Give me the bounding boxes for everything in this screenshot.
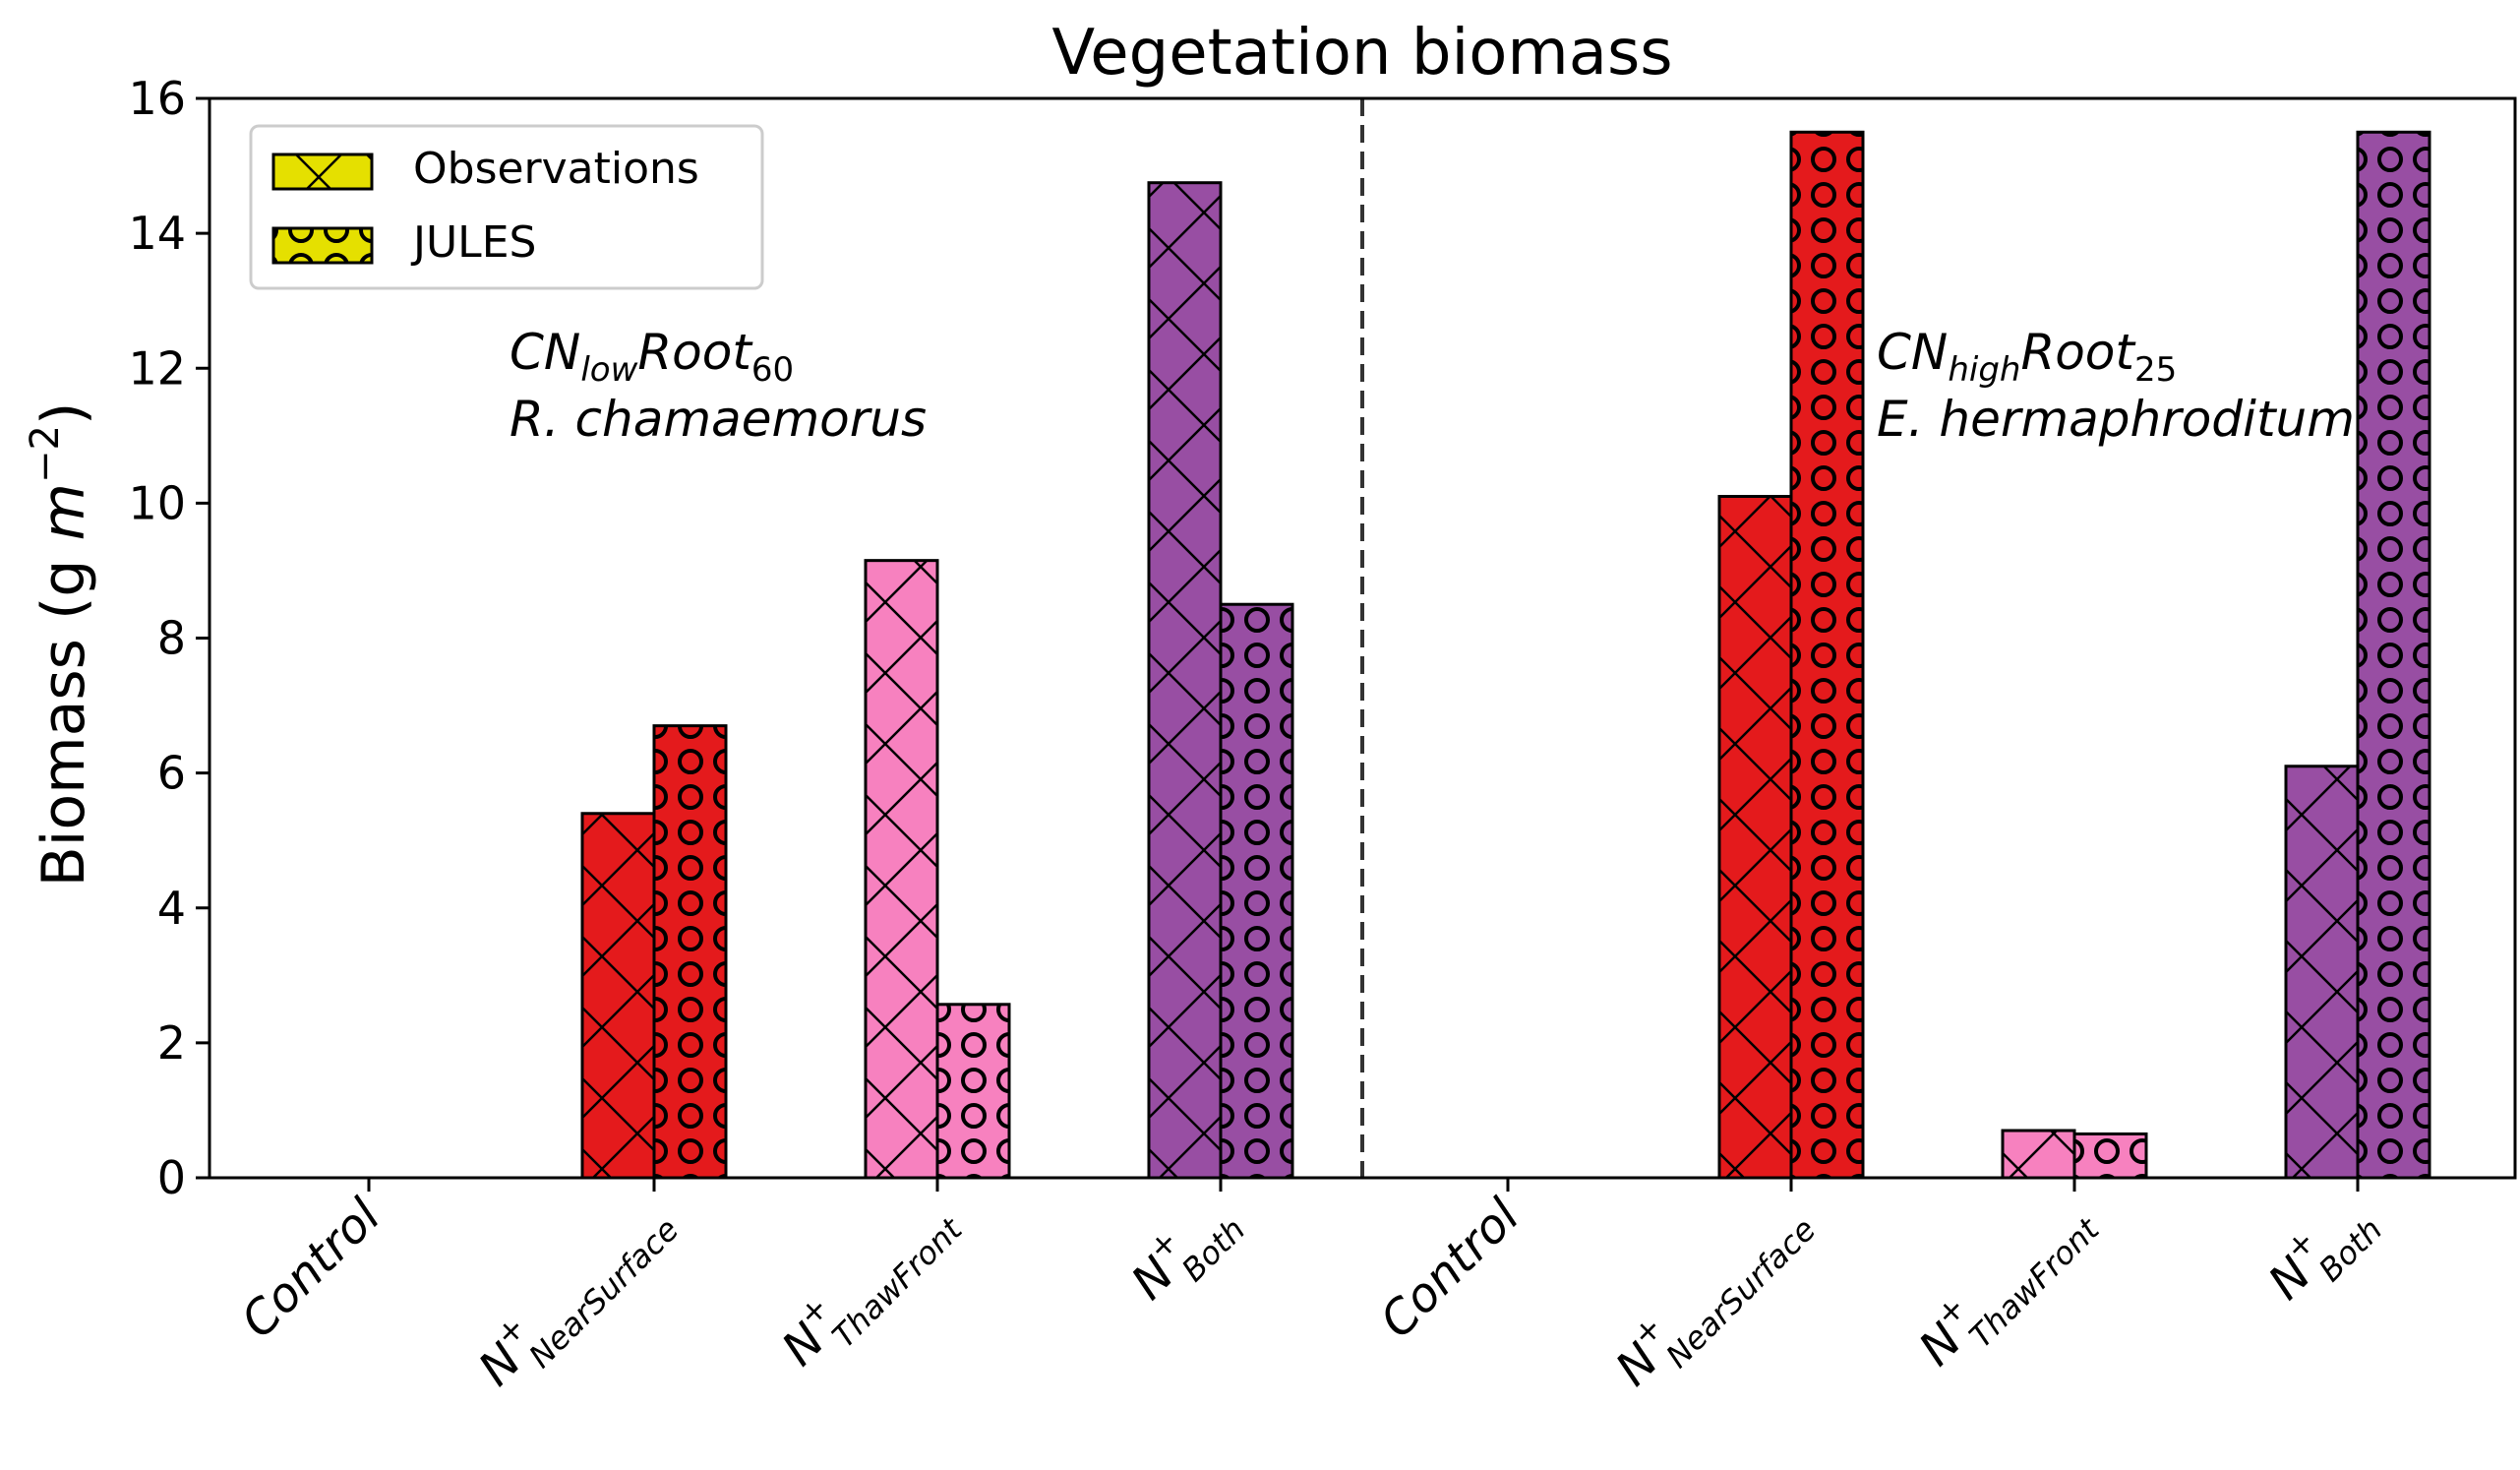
bar-hatch	[1221, 604, 1292, 1178]
y-tick-label: 12	[128, 341, 186, 395]
bar-hatch	[937, 1004, 1009, 1178]
bar-jules	[935, 1003, 1011, 1180]
bar-hatch	[866, 560, 937, 1178]
bar-hatch	[1149, 182, 1221, 1178]
y-tick-label: 8	[157, 612, 186, 665]
y-tick-label: 2	[157, 1016, 186, 1070]
bar-observations	[2284, 765, 2360, 1180]
bar-hatch	[2074, 1133, 2146, 1178]
group-annotation-right-species: E. hermaphroditum	[1877, 391, 2355, 448]
bar-hatch	[1719, 496, 1791, 1178]
y-tick-label: 10	[128, 476, 186, 529]
y-tick-label: 6	[157, 747, 186, 800]
x-tick-label: N+ThawFront	[1903, 1182, 2108, 1386]
bar-hatch	[2003, 1131, 2074, 1178]
chart-title: Vegetation biomass	[1051, 17, 1672, 90]
group-annotation-left-species: R. chamaemorus	[510, 391, 927, 448]
bar-observations	[1717, 495, 1793, 1180]
y-tick-label: 4	[157, 882, 186, 935]
bar-hatch	[2358, 132, 2430, 1178]
x-axis: Control N+NearSurface N+ThawFront N+Both Con…	[230, 1178, 2389, 1406]
group-annotation-left-title: CNlowRoot60	[510, 324, 794, 390]
bar-hatch	[654, 725, 726, 1178]
bar-observations	[1147, 181, 1223, 1180]
x-tick-label: N+Both	[2252, 1183, 2389, 1319]
legend: Observations JULES	[249, 124, 764, 290]
legend-swatch-observations-outline	[271, 153, 374, 191]
plot-frame	[208, 96, 2517, 1180]
bar-jules	[652, 724, 728, 1180]
legend-swatch-jules-outline	[271, 226, 374, 265]
legend-swatch-observations-hatch	[273, 154, 372, 189]
y-axis-label: Biomass (g m−2)	[23, 402, 98, 888]
group-annotation-right-title: CNhighRoot25	[1877, 324, 2177, 390]
bar-jules	[2072, 1132, 2148, 1180]
bar-hatch	[2286, 766, 2358, 1178]
legend-box	[249, 124, 764, 290]
x-tick-label: N+Both	[1115, 1183, 1252, 1319]
y-axis: 0 2 4 6 8 10 12 14 16	[128, 72, 210, 1204]
legend-swatch-jules-hatch	[273, 228, 372, 263]
bar-jules	[2356, 130, 2431, 1180]
y-tick-label: 0	[157, 1151, 186, 1204]
bar-hatch	[1791, 132, 1863, 1178]
x-tick-label: N+NearSurface	[1599, 1183, 1823, 1406]
x-tick-label: N+NearSurface	[462, 1183, 686, 1406]
bar-jules	[1219, 602, 1294, 1180]
x-tick-label: Control	[1369, 1188, 1530, 1349]
bar-observations	[864, 559, 939, 1180]
y-tick-label: 16	[128, 72, 186, 125]
y-tick-label: 14	[128, 207, 186, 260]
x-tick-label: Control	[230, 1188, 391, 1349]
bar-hatch	[582, 813, 654, 1178]
plot-area	[580, 130, 2431, 1180]
bar-observations	[580, 812, 656, 1180]
legend-label-observations: Observations	[413, 144, 699, 194]
x-tick-label: N+ThawFront	[766, 1182, 971, 1386]
bar-observations	[2001, 1129, 2076, 1180]
bar-jules	[1789, 130, 1865, 1180]
legend-label-jules: JULES	[410, 217, 536, 268]
